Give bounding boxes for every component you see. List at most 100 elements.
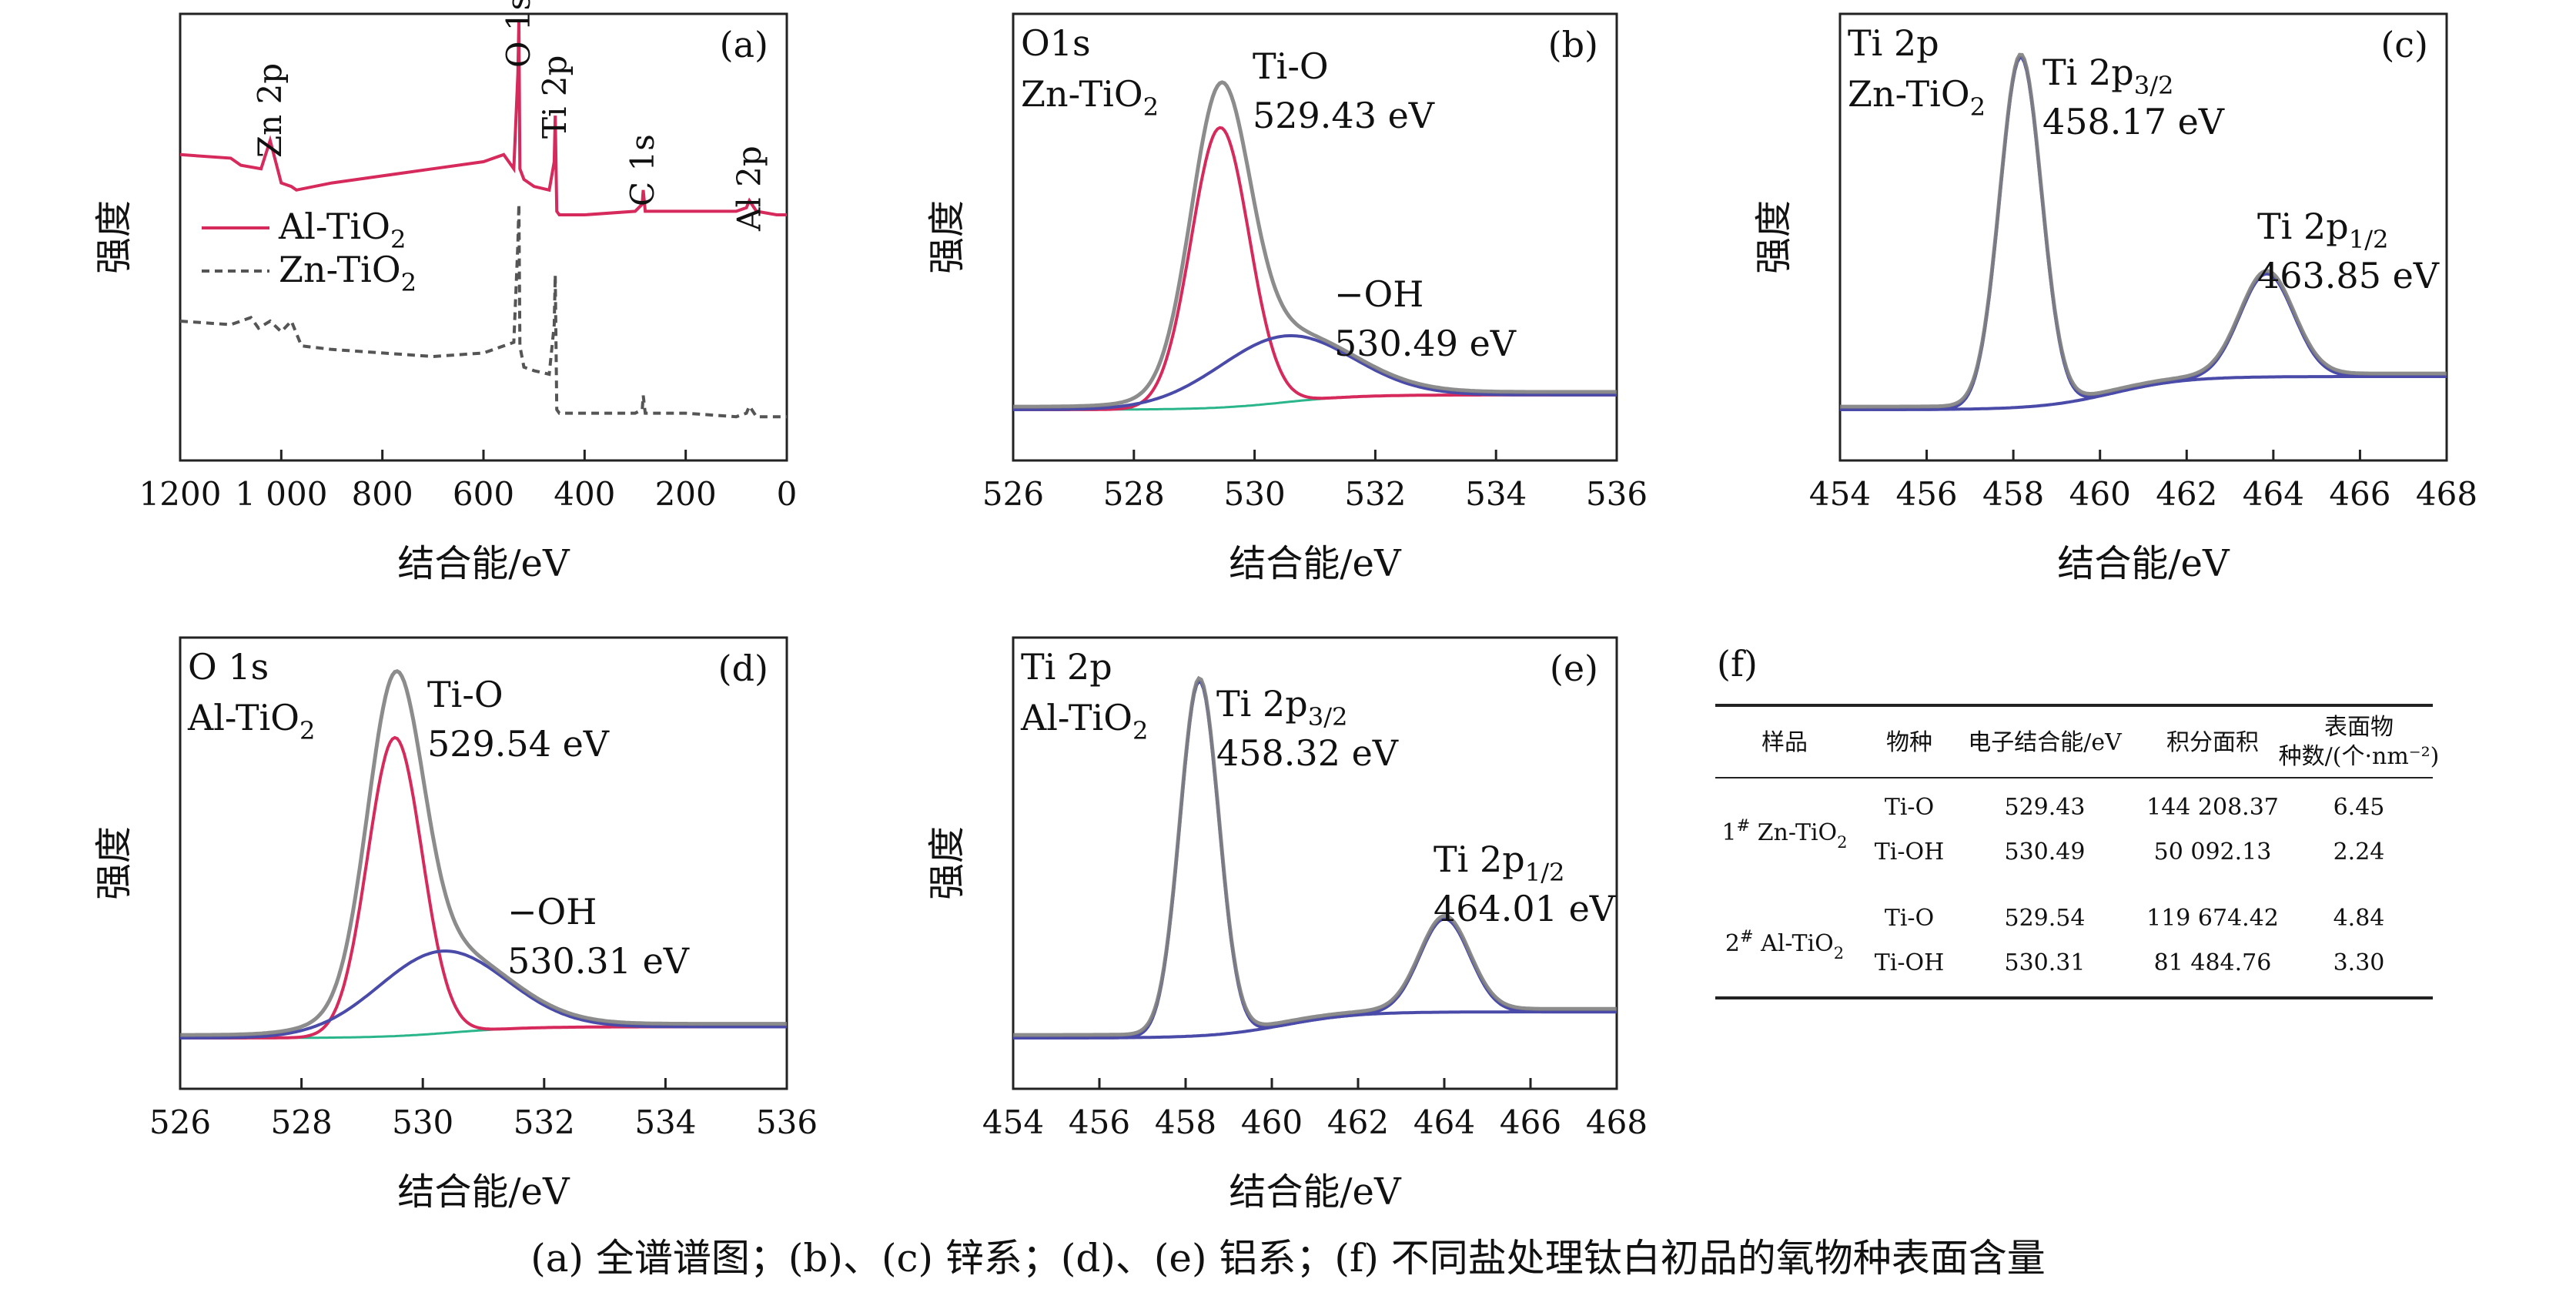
- x-axis-label: 结合能/eV: [397, 542, 570, 585]
- peak-annotation: 458.32 eV: [1216, 732, 1399, 774]
- table-cell: 2.24: [2333, 839, 2385, 865]
- x-tick-label: 1200: [139, 475, 222, 513]
- x-tick-label: 536: [756, 1103, 818, 1141]
- panel-tag: (a): [720, 24, 768, 65]
- plot-frame: [179, 636, 788, 1090]
- x-tick-label: 0: [777, 475, 798, 513]
- y-axis-label: 强度: [925, 200, 969, 274]
- series-line-zn: [179, 204, 787, 419]
- x-tick-label: 456: [1069, 1103, 1130, 1141]
- panel-tag: (e): [1550, 648, 1598, 689]
- peak-annotation: −OH: [507, 891, 597, 932]
- x-tick-label: 530: [392, 1103, 453, 1141]
- peak-label: O 1s: [500, 0, 537, 68]
- peak-annotation: 464.01 eV: [1434, 888, 1616, 929]
- x-tick-label: 528: [271, 1103, 333, 1141]
- peak-annotation: 529.54 eV: [427, 723, 610, 765]
- x-tick-label: 1 000: [235, 475, 327, 513]
- table-cell: 119 674.42: [2146, 905, 2279, 932]
- figure-caption: (a) 全谱谱图；(b)、(c) 锌系；(d)、(e) 铝系；(f) 不同盐处理…: [530, 1236, 2046, 1281]
- table-cell: 529.43: [2005, 794, 2086, 821]
- table-header: 电子结合能/eV: [1968, 729, 2123, 756]
- x-tick-label: 468: [2416, 475, 2477, 513]
- peak-annotation: Ti 2p3/2: [2042, 52, 2174, 100]
- corner-label: O1s: [1021, 22, 1091, 64]
- envelope-line: [1013, 80, 1617, 409]
- component-line: [180, 949, 787, 1040]
- envelope-line: [180, 668, 787, 1037]
- x-tick-label: 534: [1465, 475, 1527, 513]
- y-axis-label: 强度: [92, 200, 135, 274]
- x-tick-label: 464: [1413, 1103, 1475, 1141]
- y-axis-label: 强度: [925, 826, 969, 900]
- x-tick-label: 200: [655, 475, 717, 513]
- table-cell: Ti-O: [1885, 905, 1934, 932]
- table-cell: 50 092.13: [2154, 839, 2272, 865]
- peak-label: C 1s: [624, 134, 661, 206]
- table-sample-cell: 1# Zn-TiO2: [1721, 816, 1847, 852]
- peak-annotation: Ti 2p1/2: [2257, 206, 2389, 254]
- peak-annotation: 530.31 eV: [507, 940, 690, 982]
- x-tick-label: 464: [2243, 475, 2304, 513]
- corner-label: Zn-TiO2: [1021, 73, 1159, 122]
- x-tick-label: 530: [1224, 475, 1286, 513]
- x-tick-label: 456: [1895, 475, 1957, 513]
- table-cell: Ti-OH: [1875, 949, 1945, 976]
- panel-tag: (d): [718, 648, 768, 689]
- x-axis-label: 结合能/eV: [1229, 542, 1402, 585]
- corner-label: Ti 2p: [1848, 22, 1939, 64]
- panel-b: (b) 结合能/eV 强度 526 528 530 532 534 536 O1s Zn-TiO2 T…: [925, 12, 1648, 585]
- corner-label: Al-TiO2: [1020, 697, 1148, 745]
- peak-annotation: Ti-O: [1253, 45, 1329, 87]
- peak-label: Ti 2p: [536, 55, 574, 139]
- x-tick-label: 460: [1241, 1103, 1303, 1141]
- table-sample-cell: 2# Al-TiO2: [1725, 927, 1844, 963]
- x-tick-label: 466: [2329, 475, 2390, 513]
- corner-label: Ti 2p: [1021, 646, 1112, 688]
- component-line: [1840, 272, 2447, 411]
- y-axis-label: 强度: [1752, 200, 1795, 274]
- panel-tag: (c): [2380, 24, 2428, 65]
- table-cell: Ti-OH: [1875, 839, 1945, 865]
- envelope-line: [1013, 675, 1617, 1037]
- panel-c: (c) 结合能/eV 强度 454 456 458 460 462 464 466 468 Ti 2p…: [1752, 12, 2477, 585]
- envelope-line: [1840, 52, 2447, 409]
- component-line: [1013, 126, 1617, 411]
- x-tick-label: 600: [453, 475, 514, 513]
- peak-annotation: Ti 2p1/2: [1434, 839, 1565, 887]
- table-header: 样品: [1761, 729, 1808, 756]
- panel-a: (a) 结合能/eV 强度 1200 1 000 800 600 400 200 0 Zn 2p O …: [92, 0, 797, 585]
- component-line: [1013, 334, 1617, 411]
- table-cell: 4.84: [2333, 905, 2385, 932]
- x-tick-label: 458: [1982, 475, 2044, 513]
- x-tick-label: 532: [514, 1103, 575, 1141]
- table-header: 表面物: [2324, 714, 2394, 741]
- peak-annotation: 458.17 eV: [2042, 101, 2225, 142]
- panel-tag: (f): [1717, 643, 1758, 685]
- table-header: 物种: [1886, 729, 1932, 756]
- plot-frame: [1012, 636, 1618, 1090]
- table-cell: 6.45: [2333, 794, 2385, 821]
- x-tick-label: 532: [1344, 475, 1406, 513]
- peak-annotation: Ti 2p3/2: [1216, 683, 1348, 732]
- table-cell: 530.49: [2005, 839, 2086, 865]
- legend-label: Al-TiO2: [278, 206, 406, 254]
- table-header: 积分面积: [2166, 729, 2259, 756]
- table-header: 种数/(个·nm⁻²): [2279, 743, 2440, 770]
- table-cell: 529.54: [2005, 905, 2086, 932]
- x-tick-label: 454: [982, 1103, 1044, 1141]
- x-axis-label: 结合能/eV: [1229, 1170, 1402, 1214]
- x-tick-label: 462: [1327, 1103, 1389, 1141]
- peak-annotation: 530.49 eV: [1334, 323, 1517, 364]
- x-tick-label: 536: [1586, 475, 1648, 513]
- x-tick-label: 462: [2156, 475, 2217, 513]
- x-tick-label: 460: [2069, 475, 2131, 513]
- x-tick-label: 526: [149, 1103, 211, 1141]
- x-axis-label: 结合能/eV: [2057, 542, 2230, 585]
- peak-label: Zn 2p: [251, 63, 289, 158]
- plot-frame: [1838, 12, 2448, 462]
- component-line: [180, 735, 787, 1040]
- plot-frame: [1012, 12, 1618, 462]
